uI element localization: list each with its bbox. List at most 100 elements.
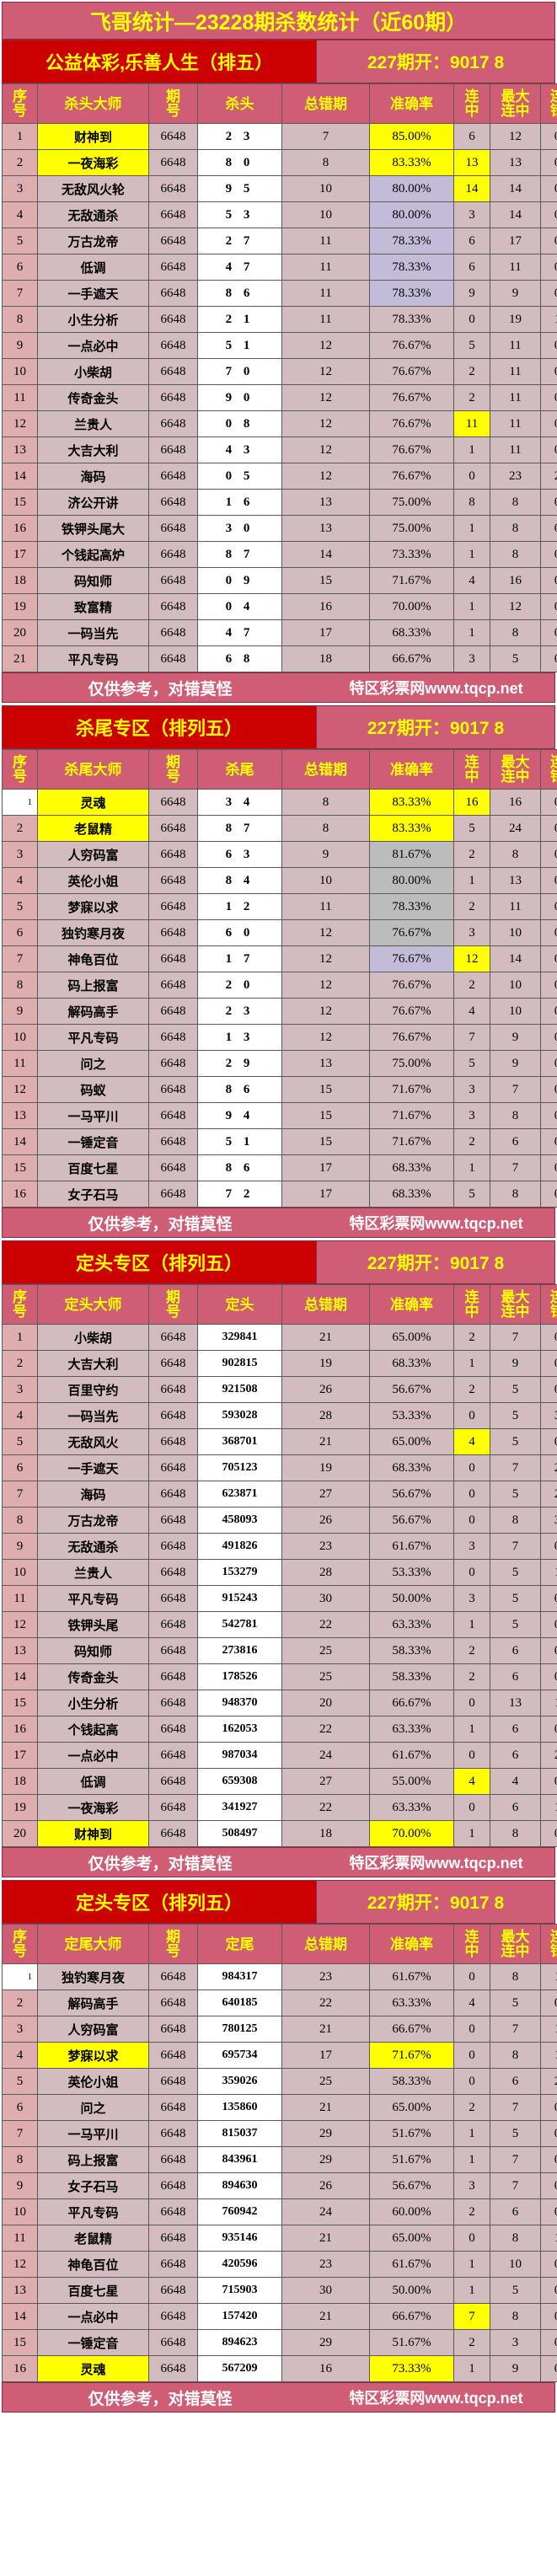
cell-max-streak: 13: [490, 149, 541, 176]
section-title-text: 公益体彩,乐善人生（排五）: [45, 52, 274, 73]
cell-master-name: 一点必中: [37, 2303, 149, 2330]
cell-streak: 2: [453, 358, 490, 385]
cell-accuracy: 61.67%: [369, 2251, 454, 2278]
cell-index: 4: [2, 2042, 38, 2069]
site-url-text[interactable]: 特区彩票网www.tqcp.net: [349, 1215, 523, 1232]
cell-master-name: 码上报富: [37, 2146, 149, 2173]
site-url-text[interactable]: 特区彩票网www.tqcp.net: [349, 2390, 523, 2407]
cell-wrong: 2: [540, 1454, 557, 1481]
cell-total-error: 12: [281, 972, 370, 999]
cell-accuracy: 78.33%: [369, 893, 454, 920]
site-url-text[interactable]: 特区彩票网www.tqcp.net: [349, 1855, 523, 1872]
site-url-text[interactable]: 特区彩票网www.tqcp.net: [349, 680, 523, 697]
cell-max-streak: 6: [490, 1716, 541, 1743]
cell-master-name: 一手遮天: [37, 1454, 149, 1481]
cell-streak: 1: [453, 2251, 490, 2278]
cell-streak: 3: [453, 1102, 490, 1129]
cell-streak: 9: [453, 280, 490, 307]
cell-master-name: 无敌通杀: [37, 201, 149, 228]
cell-kill-value: 9 5: [197, 175, 282, 202]
cell-max-streak: 5: [490, 1559, 541, 1586]
cell-master-name: 济公开讲: [37, 489, 149, 516]
cell-index: 12: [2, 410, 38, 437]
cell-master-name: 财神到: [37, 1820, 149, 1847]
cell-max-streak: 8: [490, 1820, 541, 1847]
cell-period: 6648: [148, 945, 198, 972]
